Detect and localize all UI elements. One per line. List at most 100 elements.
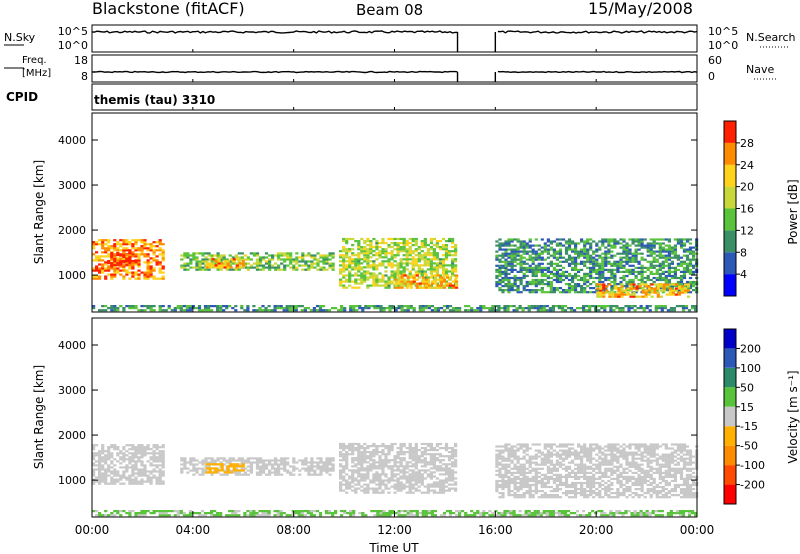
echo-cell <box>668 291 672 294</box>
echo-cell <box>607 278 611 282</box>
noise-trace <box>91 30 698 52</box>
echo-cell <box>525 285 529 288</box>
echo-cell <box>470 309 474 312</box>
echo-cell <box>426 252 430 255</box>
echo-cell <box>402 268 406 271</box>
echo-cell <box>155 466 159 469</box>
echo-cell <box>427 286 431 289</box>
echo-cell <box>610 240 614 243</box>
echo-cell <box>501 483 505 487</box>
echo-cell <box>549 246 553 249</box>
echo-cell <box>384 242 388 245</box>
echo-cell <box>119 482 123 485</box>
echo-cell <box>614 293 618 296</box>
echo-cell <box>149 265 153 268</box>
echo-cell <box>363 254 367 257</box>
echo-cell <box>225 307 229 310</box>
echo-cell <box>534 270 538 273</box>
echo-cell <box>564 485 569 489</box>
echo-cell <box>429 461 433 464</box>
echo-cell <box>567 492 572 495</box>
echo-cell <box>176 305 180 308</box>
echo-cell <box>258 264 263 267</box>
echo-cell <box>604 240 608 243</box>
echo-cell <box>592 252 596 255</box>
echo-cell <box>372 481 376 484</box>
echo-cell <box>408 457 412 460</box>
echo-cell <box>381 256 385 259</box>
echo-cell <box>217 258 221 261</box>
echo-cell <box>564 242 569 245</box>
echo-cell <box>574 283 578 286</box>
echo-cell <box>328 459 332 462</box>
echo-cell <box>540 278 544 282</box>
echo-cell <box>447 477 452 480</box>
echo-cell <box>255 266 260 269</box>
echo-cell <box>289 254 293 257</box>
echo-cell <box>146 307 150 310</box>
echo-cell <box>432 489 436 492</box>
echo-cell <box>510 250 514 253</box>
echo-cell <box>258 309 262 312</box>
echo-cell <box>451 274 455 277</box>
echo-cell <box>119 476 123 479</box>
echo-cell <box>525 447 529 450</box>
echo-cell <box>580 471 584 474</box>
echo-cell <box>381 449 385 452</box>
echo-cell <box>498 248 502 251</box>
echo-cell <box>540 473 544 476</box>
echo-cell <box>378 242 382 245</box>
echo-cell <box>423 256 427 259</box>
echo-cell <box>667 266 671 269</box>
echo-cell <box>455 276 459 279</box>
echo-cell <box>161 452 165 455</box>
echo-cell <box>534 250 538 253</box>
echo-cell <box>271 465 275 468</box>
echo-cell <box>161 456 165 459</box>
echo-cell <box>601 274 605 278</box>
echo-cell <box>564 465 569 468</box>
echo-cell <box>634 270 638 273</box>
echo-cell <box>417 489 421 492</box>
echo-cell <box>510 238 514 241</box>
echo-cell <box>116 480 120 483</box>
echo-cell <box>348 250 352 253</box>
echo-cell <box>421 276 425 279</box>
echo-cell <box>664 278 668 282</box>
echo-cell <box>498 485 502 489</box>
echo-cell <box>345 237 349 241</box>
echo-cell <box>125 468 129 471</box>
echo-cell <box>510 449 514 452</box>
echo-cell <box>667 244 671 247</box>
echo-cell <box>418 284 422 287</box>
echo-cell <box>405 256 409 259</box>
echo-cell <box>577 262 581 265</box>
echo-cell <box>586 455 590 458</box>
echo-cell <box>528 244 532 247</box>
echo-cell <box>454 264 458 267</box>
echo-cell <box>643 270 647 273</box>
echo-cell <box>426 268 430 271</box>
echo-cell <box>104 470 108 473</box>
echo-cell <box>667 252 671 255</box>
echo-cell <box>277 268 281 271</box>
echo-cell <box>447 240 452 243</box>
echo-cell <box>435 244 439 247</box>
echo-cell <box>92 454 96 457</box>
echo-cell <box>137 452 141 455</box>
echo-cell <box>396 473 400 476</box>
echo-cell <box>444 280 449 283</box>
echo-cell <box>555 445 559 448</box>
echo-cell <box>667 262 671 265</box>
echo-cell <box>210 461 214 464</box>
echo-cell <box>95 468 99 471</box>
echo-cell <box>688 287 693 290</box>
echo-cell <box>447 270 452 273</box>
echo-cell <box>192 463 196 466</box>
echo-cell <box>381 262 385 265</box>
echo-cell <box>396 487 400 490</box>
echo-cell <box>98 450 102 453</box>
echo-cell <box>128 460 132 463</box>
echo-cell <box>546 240 550 243</box>
echo-cell <box>637 240 641 243</box>
